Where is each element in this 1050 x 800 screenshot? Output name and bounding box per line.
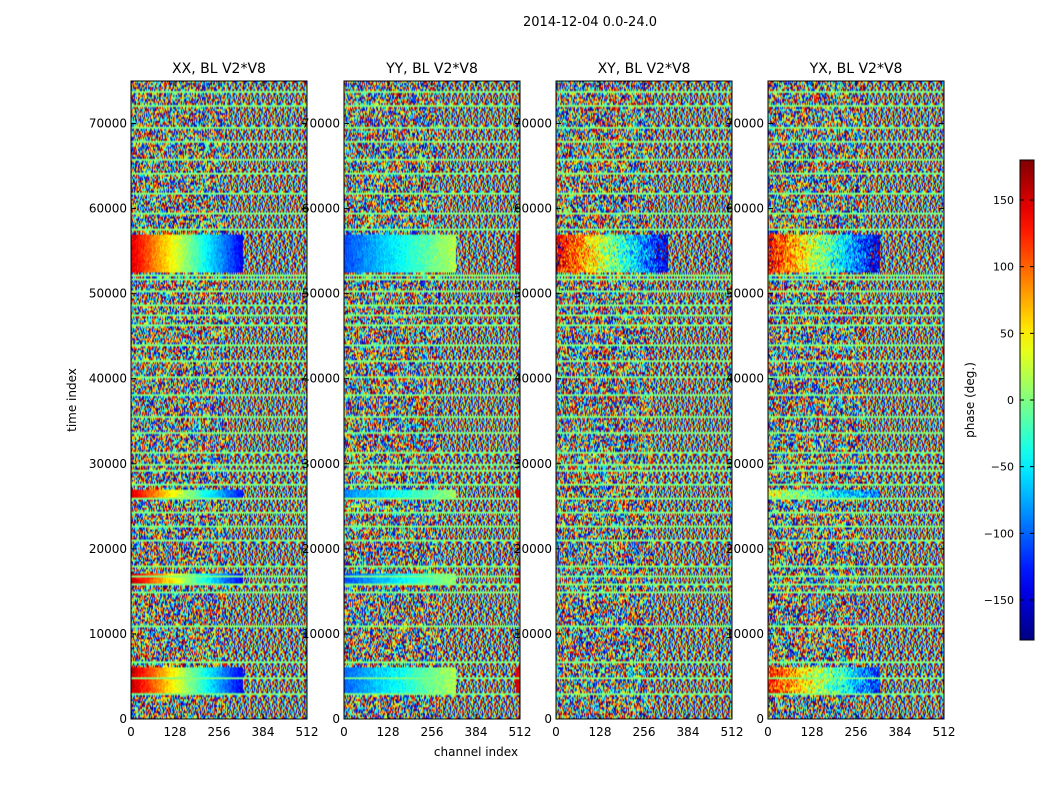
x-tick-label: 128 xyxy=(377,725,400,739)
y-tick-label: 0 xyxy=(756,712,764,726)
y-tick-label: 40000 xyxy=(514,372,552,386)
panel-xy: XY, BL V2*V8 0 128 256 384 512 0 10000 20000 3000… xyxy=(514,61,744,739)
y-tick-label: 40000 xyxy=(302,372,340,386)
y-tick-label: 30000 xyxy=(514,457,552,471)
colorbar-tick-label: 150 xyxy=(993,194,1014,207)
y-tick-label: 60000 xyxy=(302,202,340,216)
heatmap-yx xyxy=(768,81,944,719)
x-tick-label: 128 xyxy=(164,725,187,739)
y-tick-label: 10000 xyxy=(89,627,127,641)
panel-xx: XX, BL V2*V8 0 128 256 384 512 0 10000 20000 3000… xyxy=(89,61,319,739)
x-tick-label: 384 xyxy=(889,725,912,739)
y-tick-label: 50000 xyxy=(726,287,764,301)
x-tick-label: 256 xyxy=(633,725,656,739)
panel-title: XX, BL V2*V8 xyxy=(172,61,266,77)
y-tick-label: 10000 xyxy=(514,627,552,641)
heatmap-xy xyxy=(556,81,732,719)
colorbar-tick-label: 0 xyxy=(1007,394,1014,407)
x-tick-label: 384 xyxy=(677,725,700,739)
x-tick-label: 512 xyxy=(509,725,532,739)
colorbar-gradient xyxy=(1020,160,1034,640)
panel-title: YX, BL V2*V8 xyxy=(809,61,903,77)
x-tick-label: 256 xyxy=(845,725,868,739)
y-tick-label: 30000 xyxy=(89,457,127,471)
colorbar-tick-label: −150 xyxy=(984,594,1014,607)
x-tick-label: 512 xyxy=(296,725,319,739)
y-tick-label: 70000 xyxy=(302,117,340,131)
y-tick-label: 20000 xyxy=(726,542,764,556)
y-tick-label: 20000 xyxy=(302,542,340,556)
y-tick-label: 40000 xyxy=(89,372,127,386)
y-tick-label: 70000 xyxy=(514,117,552,131)
panel-yx: YX, BL V2*V8 0 128 256 384 512 0 10000 20000 3000… xyxy=(726,61,956,739)
y-tick-label: 0 xyxy=(544,712,552,726)
colorbar-tick-label: −100 xyxy=(984,527,1014,540)
colorbar: −150 −100 −50 0 50 100 150 xyxy=(984,159,1035,641)
y-axis-label: time index xyxy=(65,368,79,432)
y-tick-label: 60000 xyxy=(89,202,127,216)
x-tick-label: 512 xyxy=(933,725,956,739)
y-tick-label: 60000 xyxy=(514,202,552,216)
y-tick-label: 50000 xyxy=(514,287,552,301)
x-tick-label: 512 xyxy=(721,725,744,739)
panel-title: YY, BL V2*V8 xyxy=(385,61,478,77)
y-tick-label: 0 xyxy=(332,712,340,726)
colorbar-tick-label: 50 xyxy=(1000,327,1014,340)
panel-yy: YY, BL V2*V8 0 128 256 384 512 0 10000 20000 3000… xyxy=(302,61,532,739)
colorbar-label: phase (deg.) xyxy=(963,362,977,438)
y-tick-label: 70000 xyxy=(89,117,127,131)
x-tick-label: 0 xyxy=(127,725,135,739)
y-tick-label: 20000 xyxy=(89,542,127,556)
y-tick-label: 50000 xyxy=(302,287,340,301)
x-tick-label: 128 xyxy=(589,725,612,739)
y-tick-label: 60000 xyxy=(726,202,764,216)
y-tick-label: 0 xyxy=(119,712,127,726)
y-tick-label: 20000 xyxy=(514,542,552,556)
x-tick-label: 0 xyxy=(340,725,348,739)
figure-suptitle: 2014-12-04 0.0-24.0 xyxy=(523,15,657,30)
y-tick-label: 40000 xyxy=(726,372,764,386)
panel-title: XY, BL V2*V8 xyxy=(598,61,691,77)
x-tick-label: 128 xyxy=(801,725,824,739)
x-tick-label: 0 xyxy=(552,725,560,739)
y-tick-label: 50000 xyxy=(89,287,127,301)
y-tick-label: 10000 xyxy=(726,627,764,641)
panels: XX, BL V2*V8 0 128 256 384 512 0 10000 20000 3000… xyxy=(89,61,956,739)
colorbar-tick-label: 100 xyxy=(993,261,1014,274)
x-axis-label: channel index xyxy=(434,745,518,759)
heatmap-xx xyxy=(131,81,307,719)
y-tick-label: 70000 xyxy=(726,117,764,131)
x-tick-label: 0 xyxy=(764,725,772,739)
x-tick-label: 384 xyxy=(252,725,275,739)
x-tick-label: 256 xyxy=(208,725,231,739)
y-tick-label: 10000 xyxy=(302,627,340,641)
heatmap-yy xyxy=(344,81,520,719)
colorbar-tick-label: −50 xyxy=(991,461,1014,474)
x-tick-label: 256 xyxy=(421,725,444,739)
y-tick-label: 30000 xyxy=(726,457,764,471)
y-tick-label: 30000 xyxy=(302,457,340,471)
x-tick-label: 384 xyxy=(465,725,488,739)
